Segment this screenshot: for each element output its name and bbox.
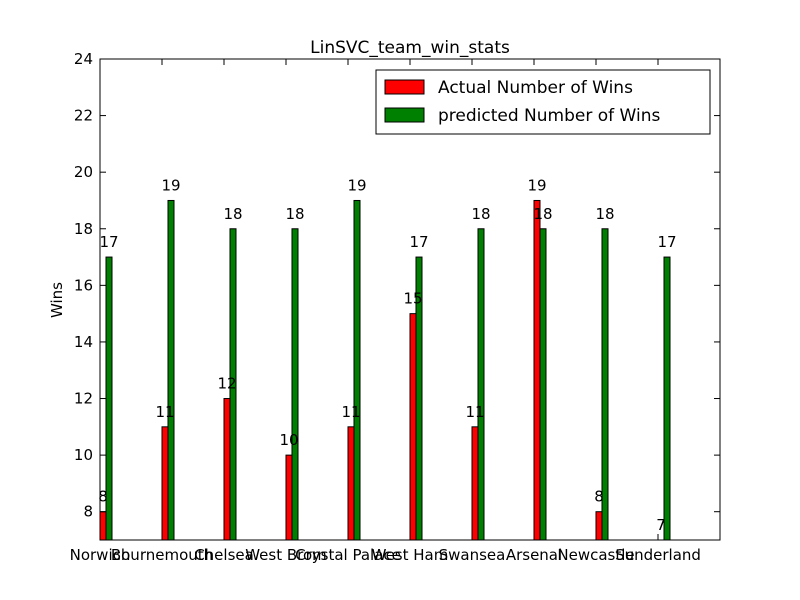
- y-tick-label: 22: [74, 107, 93, 125]
- data-label-actual-norwich: 8: [98, 488, 108, 506]
- bar-actual-west-ham: [409, 313, 417, 541]
- bar-actual-chelsea: [223, 398, 231, 541]
- data-label-predicted-swansea: 18: [471, 205, 490, 223]
- y-axis-label: Wins: [48, 282, 66, 318]
- bar-actual-swansea: [471, 426, 479, 541]
- x-tick-label: Chelsea: [194, 546, 254, 564]
- y-tick-label: 16: [74, 276, 93, 294]
- x-tick-label: Arsenal: [506, 546, 562, 564]
- chart-title: LinSVC_team_win_stats: [310, 38, 510, 58]
- x-tick-label: Newcastle: [557, 546, 634, 564]
- data-label-predicted-crystal-palace: 19: [347, 176, 366, 194]
- bar-predicted-swansea: [477, 228, 485, 541]
- data-label-actual-sunderland: 7: [656, 516, 666, 534]
- x-tick-label: Norwich: [70, 546, 131, 564]
- data-label-predicted-chelsea: 18: [223, 205, 242, 223]
- bar-predicted-west-brom: [291, 228, 299, 541]
- x-tick-label: West Ham: [372, 546, 449, 564]
- data-label-predicted-norwich: 17: [99, 233, 118, 251]
- y-tick-label: 12: [74, 390, 93, 408]
- bar-actual-bournemouth: [161, 426, 169, 541]
- y-axis-ticks: 8 10 12 14 16 18 20 22 24: [74, 50, 720, 521]
- bar-actual-newcastle: [595, 511, 603, 541]
- data-label-actual-bournemouth: 11: [155, 403, 174, 421]
- bar-predicted-bournemouth: [167, 199, 175, 541]
- bar-predicted-crystal-palace: [353, 199, 361, 541]
- bar-actual-crystal-palace: [347, 426, 355, 541]
- data-label-predicted-west-ham: 17: [409, 233, 428, 251]
- legend-box: [375, 69, 711, 135]
- data-label-predicted-arsenal: 18: [533, 205, 552, 223]
- data-label-actual-west-brom: 10: [279, 431, 298, 449]
- y-tick-label: 8: [83, 503, 93, 521]
- bar-predicted-sunderland: [663, 256, 671, 541]
- data-label-actual-crystal-palace: 11: [341, 403, 360, 421]
- y-tick-label: 10: [74, 446, 93, 464]
- x-tick-label: Swansea: [439, 546, 506, 564]
- bar-predicted-arsenal: [539, 228, 547, 541]
- legend-label-predicted: predicted Number of Wins: [438, 106, 660, 126]
- legend-swatch-predicted: [384, 107, 425, 123]
- data-label-predicted-newcastle: 18: [595, 205, 614, 223]
- data-label-actual-west-ham: 15: [403, 290, 422, 308]
- legend: Actual Number of Wins predicted Number of…: [375, 69, 711, 135]
- legend-swatch-actual: [384, 79, 425, 95]
- bar-actual-norwich: [99, 511, 107, 541]
- y-tick-label: 24: [74, 50, 93, 68]
- x-tick-label: West Brom: [245, 546, 327, 564]
- plot-frame: [99, 58, 721, 541]
- data-label-actual-newcastle: 8: [594, 488, 604, 506]
- bar-actual-west-brom: [285, 454, 293, 541]
- data-label-predicted-west-brom: 18: [285, 205, 304, 223]
- y-tick-label: 14: [74, 333, 93, 351]
- y-tick-label: 20: [74, 163, 93, 181]
- bar-actual-arsenal: [533, 199, 541, 541]
- x-tick-label: Bournemouth: [111, 546, 213, 564]
- data-label-actual-arsenal: 19: [527, 176, 546, 194]
- data-label-predicted-bournemouth: 19: [161, 176, 180, 194]
- legend-label-actual: Actual Number of Wins: [438, 78, 633, 98]
- data-labels: 8 17 11 19 12 18 10 18 11 19 15 17 11 18 19 18 8 18 7 17: [98, 176, 676, 534]
- data-label-actual-chelsea: 12: [217, 375, 236, 393]
- x-tick-label: Sunderland: [615, 546, 701, 564]
- y-tick-label: 18: [74, 220, 93, 238]
- data-label-actual-swansea: 11: [465, 403, 484, 421]
- x-tick-label: Crystal Palace: [295, 546, 401, 564]
- data-label-predicted-sunderland: 17: [657, 233, 676, 251]
